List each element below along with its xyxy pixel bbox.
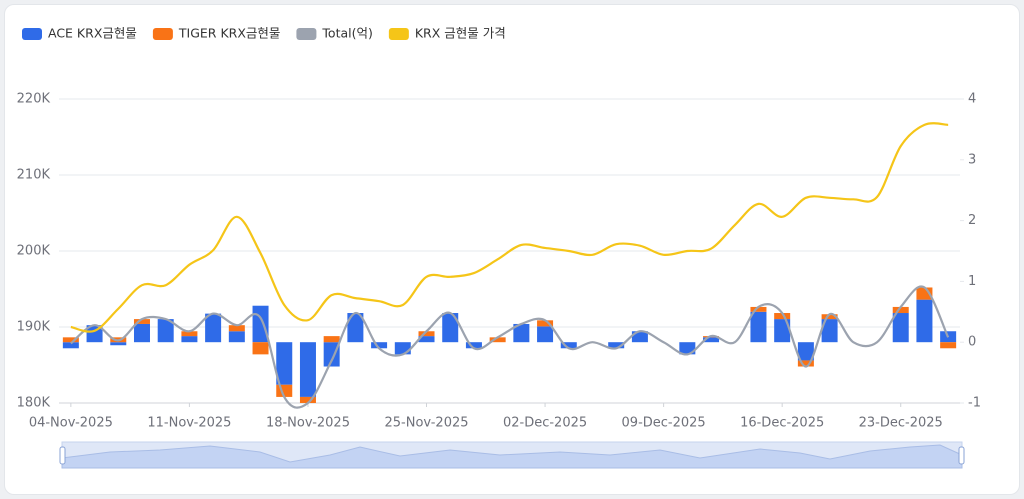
bar	[537, 320, 554, 327]
bar	[821, 314, 838, 320]
y-tick-label: 190K	[17, 320, 51, 335]
bar	[608, 342, 625, 349]
y2-tick-label: 3	[968, 152, 976, 167]
bar	[133, 323, 150, 343]
bar	[821, 319, 838, 343]
legend: ACE KRX금현물 TIGER KRX금현물 Total(억) KRX 금현물 가격	[22, 26, 506, 41]
x-tick-label: 02-Dec-2025	[503, 416, 587, 431]
bar	[892, 306, 909, 314]
bar	[62, 337, 79, 343]
bar	[252, 305, 269, 343]
legend-swatch	[152, 28, 173, 40]
y-tick-label: 210K	[17, 168, 51, 183]
legend-swatch	[22, 28, 42, 40]
legend-label: KRX 금현물 가격	[415, 26, 506, 41]
data-zoom[interactable]	[59, 441, 965, 469]
bar	[205, 313, 222, 343]
zoom-preview	[61, 444, 963, 469]
y2-tick-label: 0	[968, 335, 976, 350]
bar	[750, 311, 767, 343]
bar	[276, 342, 293, 385]
bar	[513, 323, 530, 343]
bar	[62, 342, 79, 349]
zoom-handle-right[interactable]	[958, 446, 965, 465]
x-tick-label: 18-Nov-2025	[266, 416, 350, 431]
x-tick-label: 23-Dec-2025	[859, 416, 943, 431]
x-tick-label: 04-Nov-2025	[29, 416, 113, 431]
bar	[465, 342, 482, 349]
bar	[371, 342, 388, 349]
bar	[489, 337, 506, 343]
bar	[228, 325, 245, 332]
bar	[774, 313, 791, 320]
legend-label: Total(억)	[321, 26, 372, 41]
bar	[560, 342, 577, 349]
x-tick-label: 09-Dec-2025	[622, 416, 706, 431]
bar	[347, 313, 364, 343]
x-tick-label: 11-Nov-2025	[147, 416, 231, 431]
bar	[299, 342, 316, 397]
legend-label: TIGER KRX금현물	[178, 26, 281, 41]
bar	[537, 326, 554, 343]
bar	[442, 313, 459, 343]
x-tick-label: 16-Dec-2025	[740, 416, 824, 431]
bar	[703, 337, 720, 343]
bar	[323, 336, 340, 343]
bar	[916, 299, 933, 343]
bar	[157, 319, 174, 343]
y2-tick-label: 2	[968, 213, 976, 228]
bar	[631, 331, 648, 343]
bar	[181, 331, 198, 337]
bar	[774, 319, 791, 343]
bar	[228, 331, 245, 343]
bar	[299, 396, 316, 403]
bar	[892, 313, 909, 343]
y2-tick-label: 4	[968, 92, 976, 107]
legend-label: ACE KRX금현물	[48, 26, 137, 41]
y-tick-label: 220K	[17, 92, 51, 107]
bar	[181, 336, 198, 343]
bar	[252, 342, 269, 355]
bar	[750, 306, 767, 312]
bar	[133, 319, 150, 324]
bar	[940, 342, 957, 349]
y2-tick-label: -1	[968, 396, 981, 411]
bar	[394, 342, 411, 355]
line	[70, 285, 950, 409]
y-tick-label: 180K	[17, 396, 51, 411]
legend-swatch	[388, 28, 409, 40]
legend-swatch	[296, 28, 317, 40]
x-tick-label: 25-Nov-2025	[384, 416, 468, 431]
y2-tick-label: 1	[968, 274, 976, 289]
bar	[418, 331, 435, 337]
bar	[418, 336, 435, 343]
zoom-handle-left[interactable]	[59, 446, 66, 465]
bar	[323, 342, 340, 367]
bar	[110, 342, 127, 346]
bar	[797, 360, 814, 367]
bar	[797, 342, 814, 361]
y-tick-label: 200K	[17, 244, 51, 259]
line	[70, 122, 949, 333]
